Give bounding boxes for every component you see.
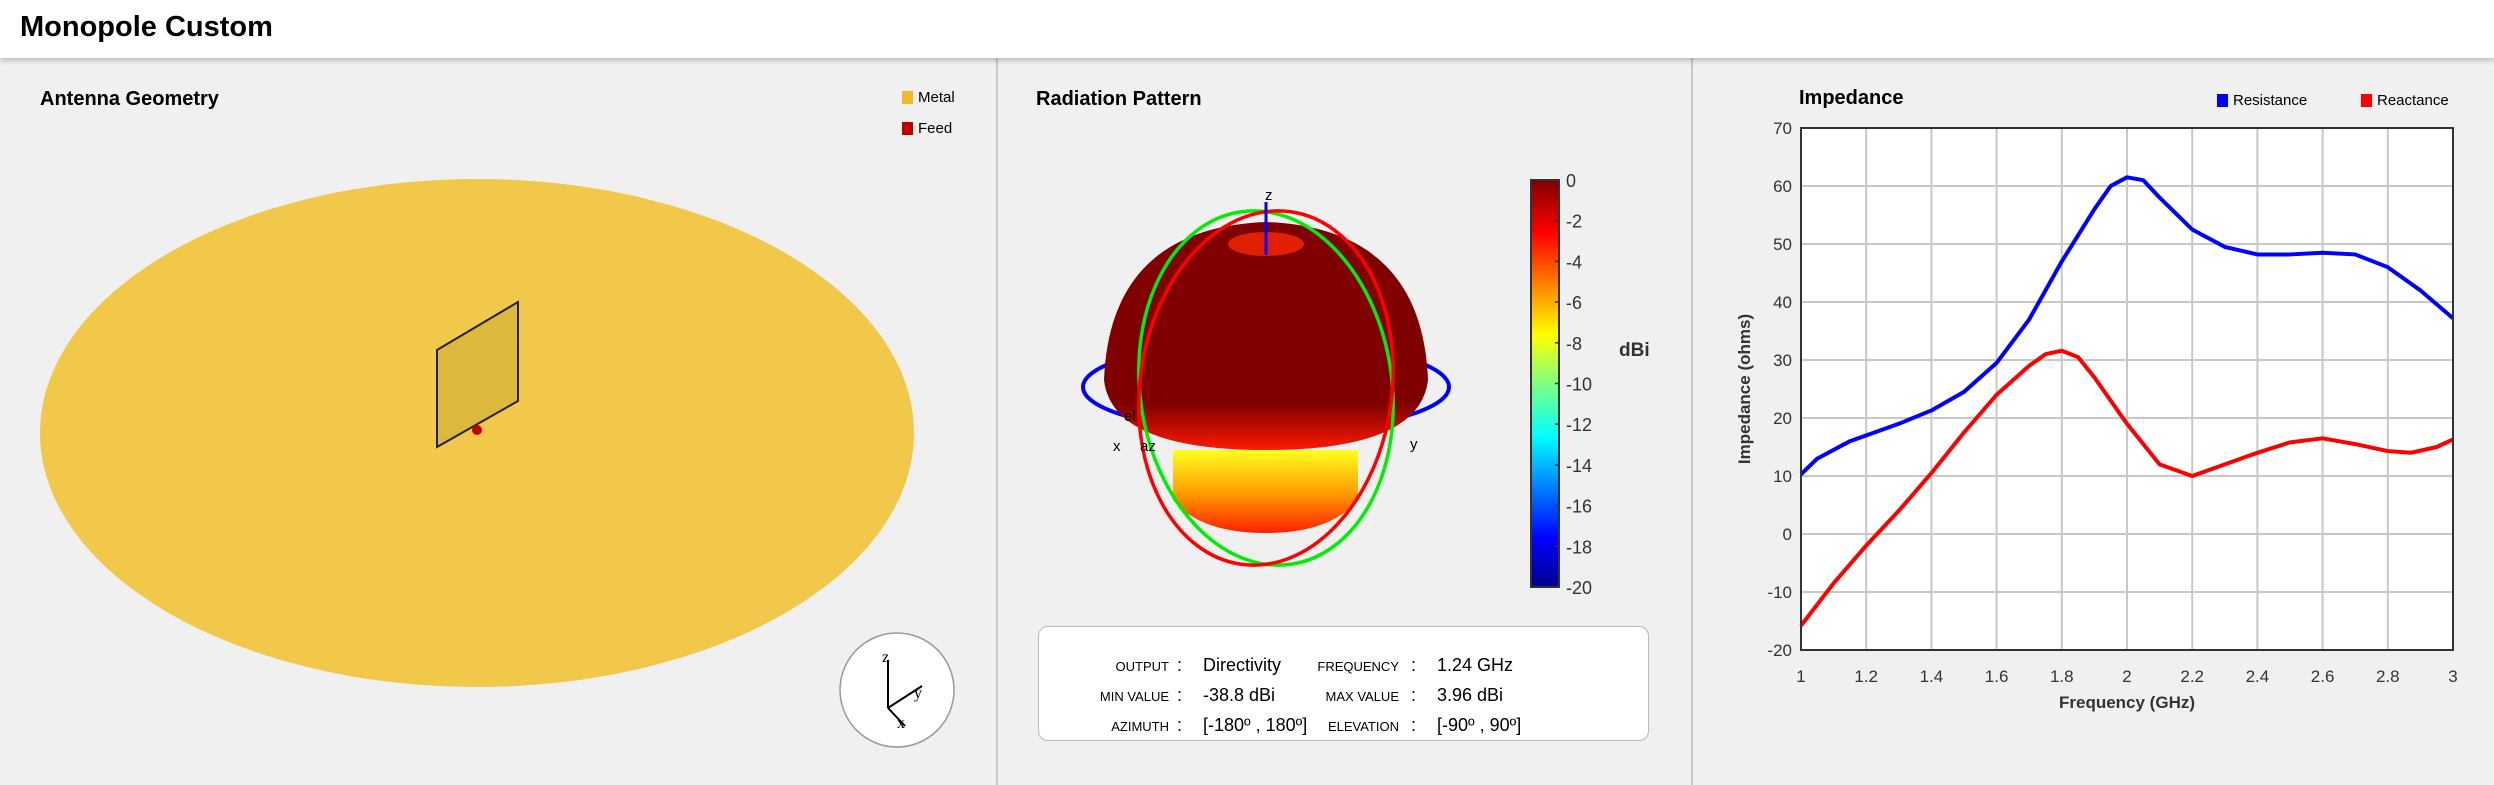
max-value: 3.96 dBi bbox=[1437, 685, 1504, 705]
y-tick-label: 50 bbox=[1773, 235, 1792, 254]
azimuth-key: AZIMUTH bbox=[1111, 719, 1169, 734]
x-tick-label: 2 bbox=[2122, 667, 2131, 686]
x-tick-label: 1.6 bbox=[1985, 667, 2009, 686]
pattern-info-box: OUTPUT : Directivity MIN VALUE : -38.8 d… bbox=[1038, 626, 1649, 741]
x-tick-label: 1.4 bbox=[1920, 667, 1944, 686]
x-tick-label: 2.8 bbox=[2376, 667, 2400, 686]
resistance-line bbox=[1799, 175, 2455, 476]
reactance-line bbox=[1799, 348, 2454, 627]
antenna-geometry-panel: z y x Antenna Geometry Metal Feed bbox=[0, 58, 996, 785]
x-tick-label: 1 bbox=[1796, 667, 1805, 686]
y-tick-label: 60 bbox=[1773, 177, 1792, 196]
azimuth-value: [-180º , 180º] bbox=[1203, 715, 1308, 735]
elevation-value: [-90º , 90º] bbox=[1437, 715, 1522, 735]
legend-feed: Feed bbox=[902, 120, 952, 137]
metal-swatch bbox=[902, 91, 913, 104]
app-header: Monopole Custom bbox=[0, 0, 2494, 58]
y-tick-label: 70 bbox=[1773, 119, 1792, 138]
y-tick-label: -10 bbox=[1767, 583, 1792, 602]
axis-z-label: z bbox=[882, 649, 889, 666]
output-key: OUTPUT bbox=[1115, 659, 1169, 674]
geometry-title: Antenna Geometry bbox=[40, 88, 219, 110]
geometry-view[interactable]: z y x bbox=[0, 58, 996, 785]
y-axis-label: Impedance (ohms) bbox=[1735, 314, 1754, 464]
x-tick-label: 1.2 bbox=[1854, 667, 1878, 686]
reactance-swatch bbox=[2361, 94, 2372, 107]
x-axis-label: Frequency (GHz) bbox=[2059, 693, 2195, 712]
x-tick-label: 1.8 bbox=[2050, 667, 2074, 686]
x-tick-label: 2.2 bbox=[2180, 667, 2204, 686]
legend-metal: Metal bbox=[902, 89, 955, 106]
y-tick-label: 20 bbox=[1773, 409, 1792, 428]
y-tick-label: 10 bbox=[1773, 467, 1792, 486]
frequency-value: 1.24 GHz bbox=[1437, 655, 1514, 675]
axis-y-label: y bbox=[914, 685, 922, 702]
elevation-key: ELEVATION bbox=[1327, 719, 1399, 734]
y-tick-label: 40 bbox=[1773, 293, 1792, 312]
radiator-patch bbox=[436, 300, 519, 449]
orientation-axes[interactable]: z y x bbox=[839, 632, 955, 748]
frequency-key: FREQUENCY bbox=[1317, 659, 1399, 674]
chart-title: Impedance bbox=[1799, 87, 1904, 109]
x-tick-label: 3 bbox=[2448, 667, 2457, 686]
y-tick-label: -20 bbox=[1767, 641, 1792, 660]
feed-point bbox=[472, 425, 482, 435]
legend-reactance[interactable]: Reactance bbox=[2361, 92, 2449, 109]
min-value: -38.8 dBi bbox=[1203, 685, 1276, 705]
pattern-title: Radiation Pattern bbox=[1036, 88, 1202, 110]
panel-divider bbox=[1691, 58, 1693, 785]
panel-divider bbox=[996, 58, 998, 785]
y-tick-label: 0 bbox=[1783, 525, 1792, 544]
output-value: Directivity bbox=[1203, 655, 1282, 675]
min-key: MIN VALUE bbox=[1099, 689, 1169, 704]
x-tick-label: 2.6 bbox=[2311, 667, 2335, 686]
y-tick-label: 30 bbox=[1773, 351, 1792, 370]
feed-swatch bbox=[902, 122, 913, 135]
legend-resistance[interactable]: Resistance bbox=[2217, 92, 2307, 109]
axis-x-label: x bbox=[897, 715, 905, 732]
app-title: Monopole Custom bbox=[20, 11, 273, 43]
plot-area bbox=[1801, 128, 2453, 650]
max-key: MAX VALUE bbox=[1325, 689, 1399, 704]
resistance-swatch bbox=[2217, 94, 2228, 107]
x-tick-label: 2.4 bbox=[2246, 667, 2270, 686]
